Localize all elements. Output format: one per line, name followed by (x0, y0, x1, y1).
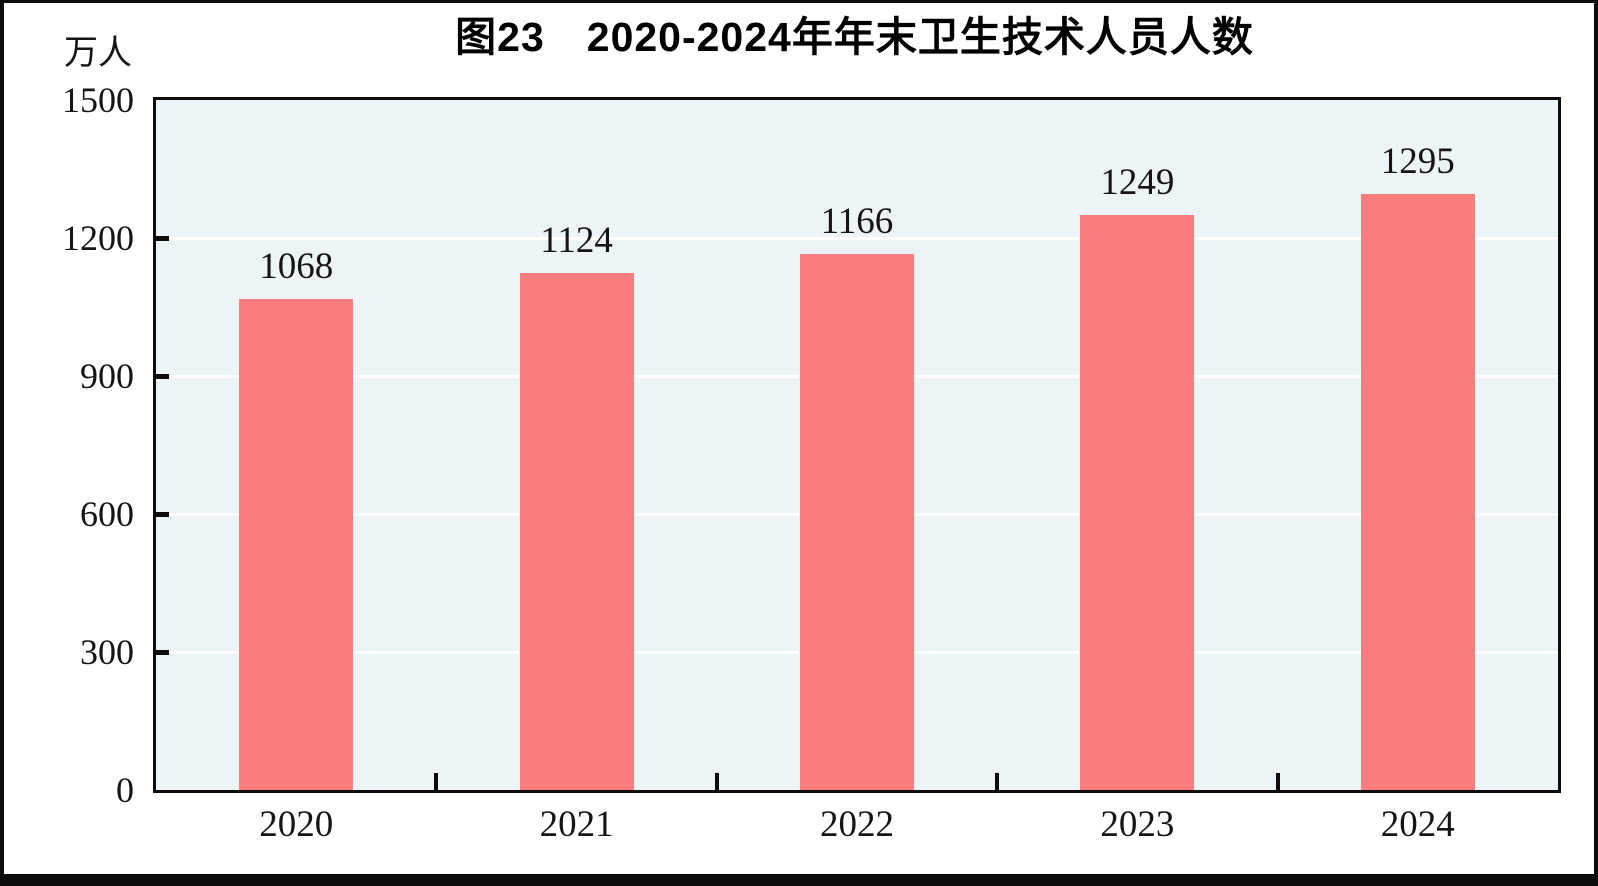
bar-2024 (1360, 194, 1475, 790)
bar-value-label-2023: 1249 (1100, 162, 1175, 204)
y-axis-unit-label: 万人 (64, 35, 132, 72)
chart-title: 图23 2020-2024年年末卫生技术人员人数 (455, 14, 1254, 60)
bar-value-label-2022: 1166 (820, 200, 894, 242)
y-axis-label-1200: 1200 (62, 218, 134, 258)
x-axis-tick-2 (714, 773, 719, 790)
gridline-1200 (156, 236, 1558, 240)
y-axis-tick-600 (156, 511, 169, 517)
bar-2023 (1080, 215, 1195, 790)
x-axis-label-2020: 2020 (259, 804, 334, 845)
y-axis-label-1500: 1500 (62, 80, 134, 120)
bar-2021 (519, 272, 634, 790)
bar-value-label-2020: 1068 (259, 245, 334, 287)
x-axis-tick-1 (434, 773, 439, 790)
y-axis-label-900: 900 (80, 356, 134, 396)
x-axis-tick-3 (995, 773, 1000, 790)
x-axis-label-2021: 2021 (539, 804, 614, 845)
bar-2020 (239, 298, 354, 790)
bar-value-label-2024: 1295 (1380, 141, 1455, 183)
y-axis-tick-900 (156, 373, 169, 379)
x-axis-label-2022: 2022 (819, 804, 894, 845)
y-axis-label-0: 0 (116, 770, 134, 810)
x-axis-tick-4 (1275, 773, 1280, 790)
y-axis-tick-300 (156, 649, 169, 655)
plot-inner: 1068 1124 1166 1249 1295 (156, 100, 1558, 790)
bar-2022 (800, 253, 914, 790)
plot-area: 1068 1124 1166 1249 1295 (153, 97, 1561, 793)
y-axis-label-300: 300 (80, 632, 134, 672)
y-axis-tick-1200 (156, 235, 169, 241)
x-axis-label-2023: 2023 (1100, 804, 1175, 845)
y-axis-label-600: 600 (80, 494, 134, 534)
bar-value-label-2021: 1124 (540, 219, 613, 261)
x-axis-label-2024: 2024 (1380, 804, 1455, 845)
